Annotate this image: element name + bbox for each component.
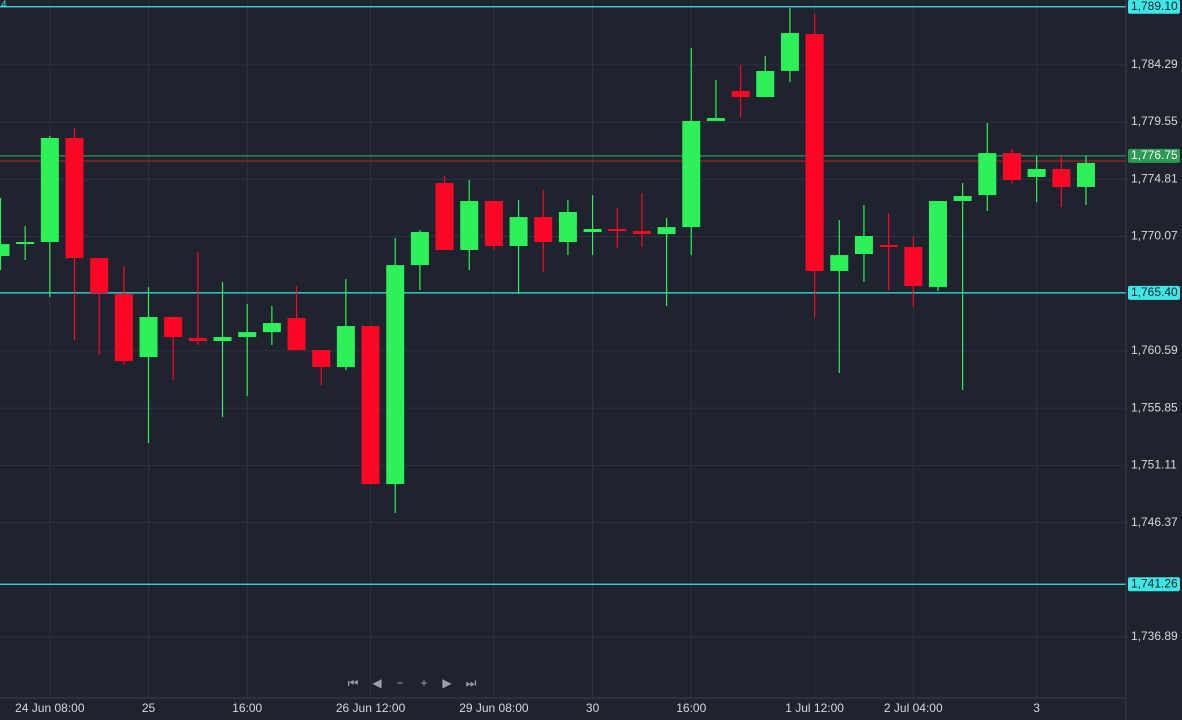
x-tick-label: 30: [586, 701, 600, 715]
candle-body: [534, 217, 553, 243]
y-tick-label: 1,755.85: [1131, 400, 1178, 414]
level-label-box: [1128, 285, 1180, 300]
candle-body: [1027, 169, 1046, 177]
x-tick-label: 24 Jun 08:00: [15, 701, 85, 715]
y-tick-label: 1,770.07: [1131, 229, 1178, 243]
candle-body: [632, 231, 651, 235]
nav-next[interactable]: ▶: [442, 676, 452, 690]
candle-body: [682, 120, 701, 228]
candle-body: [780, 32, 799, 71]
candle-body: [928, 200, 947, 288]
candle-body: [386, 265, 405, 485]
x-tick-label: 16:00: [676, 701, 706, 715]
candle-body: [608, 229, 627, 232]
level-label-box: [1128, 577, 1180, 592]
level-label: 1,776.75: [1131, 148, 1178, 162]
candle-body: [460, 200, 479, 251]
candle-body: [830, 255, 849, 272]
nav-first[interactable]: ⏮: [348, 676, 359, 690]
candle-body: [805, 34, 824, 272]
level-label-box: [1128, 0, 1180, 14]
candle-body: [953, 196, 972, 201]
y-tick-label: 1,760.59: [1131, 343, 1178, 357]
candle-body: [706, 118, 725, 121]
x-tick-label: 16:00: [232, 701, 262, 715]
candle-body: [287, 318, 306, 351]
levels: [0, 6, 1126, 585]
candle-body: [139, 317, 158, 358]
y-tick-label: 1,784.29: [1131, 57, 1178, 71]
nav-zoom-in[interactable]: +: [420, 676, 427, 690]
candle-body: [558, 211, 577, 243]
candle-body: [40, 137, 59, 243]
candle-body: [114, 294, 133, 362]
y-tick-label: 1,736.89: [1131, 629, 1178, 643]
x-tick-label: 29 Jun 08:00: [459, 701, 529, 715]
candle-body: [312, 350, 331, 368]
y-tick-label: 1,779.55: [1131, 114, 1178, 128]
candle-body: [65, 137, 84, 259]
candle-body: [879, 245, 898, 248]
candle-body: [657, 227, 676, 235]
x-tick-label: 3: [1033, 701, 1040, 715]
nav-prev[interactable]: ◀: [372, 676, 382, 690]
candle-body: [583, 229, 602, 233]
candle-body: [0, 244, 10, 257]
navigation: ⏮ ◀ − + ▶ ⏭: [348, 676, 477, 690]
candle-body: [262, 323, 281, 333]
candle-body: [978, 153, 997, 196]
candle-body: [1002, 153, 1021, 180]
nav-last[interactable]: ⏭: [466, 676, 477, 690]
x-tick-label: 1 Jul 12:00: [785, 701, 844, 715]
candle-body: [90, 258, 109, 294]
candle-body: [731, 91, 750, 98]
level-label: 1,765.40: [1131, 285, 1178, 299]
candle-body: [756, 70, 775, 98]
x-tick-label: 26 Jun 12:00: [336, 701, 406, 715]
level-label: 1,789.10: [1131, 0, 1178, 13]
candle-body: [188, 338, 207, 342]
candle-body: [213, 337, 232, 342]
candle-body: [484, 200, 503, 247]
x-tick-label: 2 Jul 04:00: [884, 701, 943, 715]
corner-label: 4: [1, 0, 7, 11]
candle-body: [904, 246, 923, 287]
y-tick-label: 1,746.37: [1131, 515, 1178, 529]
candle-body: [238, 332, 257, 338]
y-tick-label: 1,751.11: [1131, 458, 1177, 472]
y-tick-label: 1,774.81: [1131, 171, 1178, 185]
level-label: 1,741.26: [1131, 576, 1178, 590]
x-tick-label: 25: [142, 701, 156, 715]
level-label-box: [1128, 148, 1180, 163]
candle-body: [410, 232, 429, 266]
candle-body: [164, 317, 183, 338]
candle-body: [336, 326, 355, 368]
candle-body: [16, 242, 35, 245]
candle-body: [435, 183, 454, 251]
candle-body: [361, 326, 380, 485]
candle-body: [1076, 162, 1095, 187]
candle-body: [1052, 169, 1071, 187]
nav-zoom-out[interactable]: −: [396, 676, 403, 690]
candle-body: [509, 217, 528, 247]
candles: [0, 7, 1095, 514]
candle-body: [854, 236, 873, 254]
axes: 1,736.89 1,746.37 1,751.11 1,755.85 1,760.59…: [15, 0, 1180, 715]
